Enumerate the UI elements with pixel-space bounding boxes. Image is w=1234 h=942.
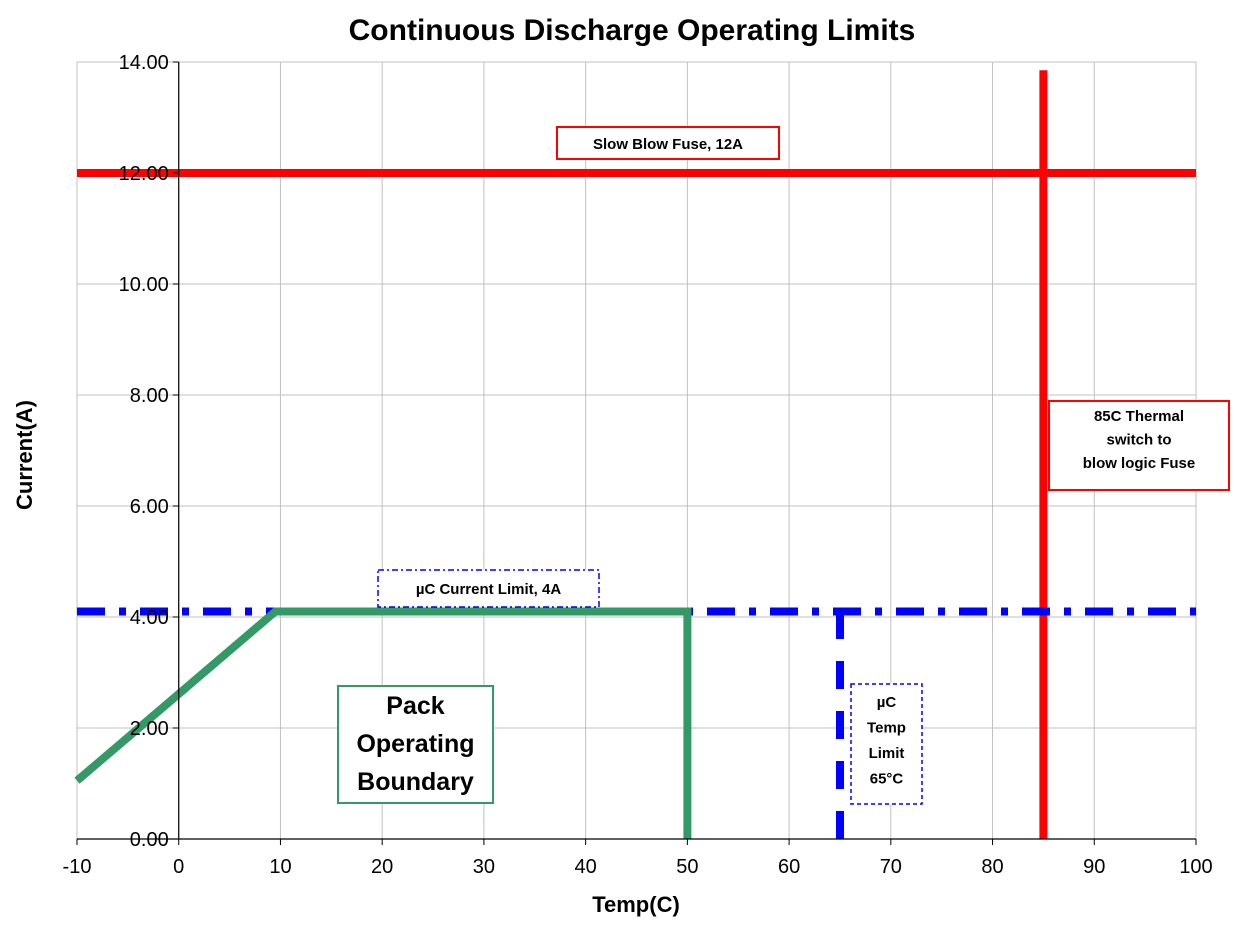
annotation-text: 85C Thermal	[1094, 408, 1184, 425]
y-tick-label: 10.00	[119, 274, 169, 296]
x-tick-label: 20	[371, 856, 393, 878]
annotation-text: switch to	[1106, 432, 1171, 449]
y-axis-label: Current(A)	[12, 400, 37, 510]
annotation-1: 85C Thermal switch to blow logic Fuse	[1048, 400, 1230, 491]
series-line-4	[74, 607, 692, 839]
annotations: Slow Blow Fuse, 12A 85C Thermal switch to b…	[337, 126, 1230, 805]
annotation-3: µC Temp Limit 65°C	[850, 683, 923, 805]
y-tick-label: 6.00	[130, 496, 169, 518]
annotation-text: 65°C	[870, 771, 904, 788]
x-tick-label: 10	[269, 856, 291, 878]
y-tick-label: 12.00	[119, 163, 169, 185]
annotation-text: blow logic Fuse	[1083, 455, 1196, 472]
y-tick-label: 2.00	[130, 718, 169, 740]
x-tick-label: 40	[575, 856, 597, 878]
annotation-box	[1048, 400, 1230, 491]
y-tick-label: 4.00	[130, 607, 169, 629]
annotation-box	[556, 126, 780, 160]
annotation-0: Slow Blow Fuse, 12A	[556, 126, 780, 160]
x-tick-label: 30	[473, 856, 495, 878]
x-tick-label: 90	[1083, 856, 1105, 878]
y-tick-label: 0.00	[130, 829, 169, 851]
annotation-4: Pack Operating Boundary	[337, 685, 494, 804]
y-tick-label: 8.00	[130, 385, 169, 407]
annotation-text: Pack	[386, 692, 444, 720]
annotation-text: µC	[877, 694, 897, 711]
x-tick-label: 50	[676, 856, 698, 878]
chart-title: Continuous Discharge Operating Limits	[349, 14, 916, 47]
annotation-text: Operating	[356, 730, 474, 758]
x-axis-label: Temp(C)	[592, 892, 680, 917]
x-tick-label: 70	[880, 856, 902, 878]
annotation-box	[377, 569, 600, 608]
annotation-text: Temp	[867, 720, 906, 737]
y-tick-label: 14.00	[119, 52, 169, 74]
annotation-text: Boundary	[357, 768, 474, 796]
grid	[76, 61, 1197, 839]
x-tick-label: 0	[173, 856, 184, 878]
annotation-box	[850, 683, 923, 805]
axes: -10 0 10 20 30 40 50 60 70 80 90 100 0.00 2.00 4.00 6.0…	[63, 52, 1213, 878]
annotation-text: µC Current Limit, 4A	[416, 581, 561, 598]
annotation-text: Slow Blow Fuse, 12A	[593, 136, 743, 153]
x-tick-label: 80	[981, 856, 1003, 878]
annotation-2: µC Current Limit, 4A	[377, 569, 600, 608]
plot-series	[74, 70, 1196, 839]
annotation-text: Limit	[869, 745, 905, 762]
x-tick-label: -10	[63, 856, 92, 878]
x-tick-label: 100	[1179, 856, 1212, 878]
annotation-box	[337, 685, 494, 804]
x-tick-label: 60	[778, 856, 800, 878]
